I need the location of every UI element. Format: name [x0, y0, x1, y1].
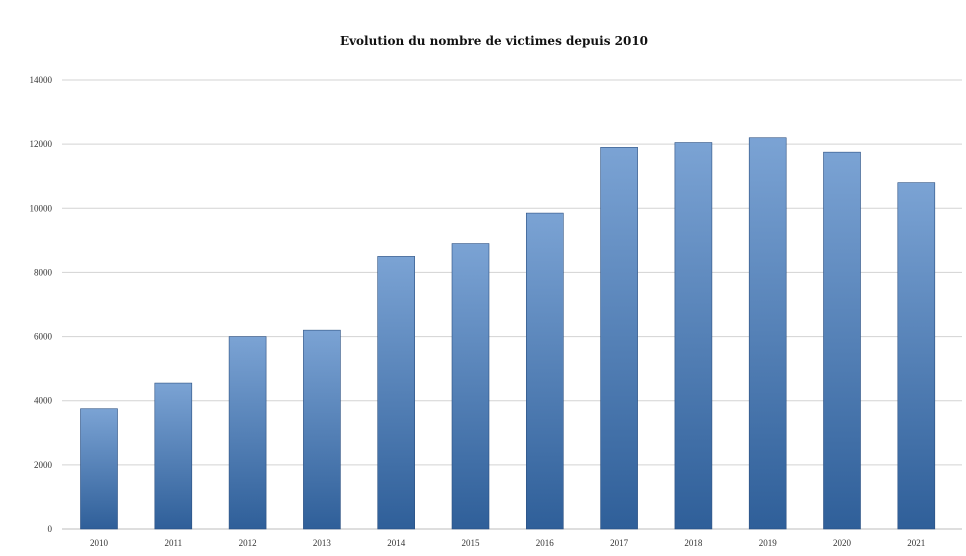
x-tick-label: 2018 [684, 538, 703, 548]
x-tick-label: 2015 [462, 538, 481, 548]
y-tick-label: 0 [48, 524, 53, 534]
bar-2012 [228, 336, 267, 530]
x-axis: 2010 2011 2012 2013 2014 2015 2016 2017 2018 2019… [90, 538, 925, 548]
bar-2021 [897, 182, 936, 530]
x-tick-label: 2017 [610, 538, 629, 548]
bar-2018 [674, 142, 713, 530]
bar-2015 [451, 243, 490, 530]
x-tick-label: 2011 [164, 538, 182, 548]
y-tick-label: 14000 [30, 75, 53, 85]
bar-2020 [823, 151, 861, 530]
x-tick-label: 2016 [536, 538, 555, 548]
gridlines [62, 79, 962, 530]
bar-2014 [377, 256, 416, 530]
y-tick-label: 8000 [34, 267, 53, 277]
bar-2017 [600, 147, 638, 530]
chart-title: Evolution du nombre de victimes depuis 2… [340, 34, 648, 48]
bar-2019 [748, 137, 787, 530]
y-tick-label: 12000 [30, 139, 53, 149]
x-tick-label: 2010 [90, 538, 109, 548]
x-tick-label: 2013 [313, 538, 332, 548]
bars [80, 137, 936, 530]
bar-2011 [154, 382, 193, 530]
x-tick-label: 2019 [759, 538, 778, 548]
y-axis: 0 2000 4000 6000 8000 10000 12000 14000 [30, 75, 53, 534]
x-tick-label: 2012 [239, 538, 257, 548]
bar-2010 [80, 408, 118, 530]
y-tick-label: 4000 [34, 396, 53, 406]
x-tick-label: 2014 [387, 538, 406, 548]
x-tick-label: 2020 [833, 538, 852, 548]
y-tick-label: 10000 [30, 203, 53, 213]
bar-2013 [303, 329, 341, 530]
y-tick-label: 2000 [34, 460, 53, 470]
bar-2016 [525, 212, 564, 530]
x-tick-label: 2021 [907, 538, 925, 548]
y-tick-label: 6000 [34, 332, 53, 342]
